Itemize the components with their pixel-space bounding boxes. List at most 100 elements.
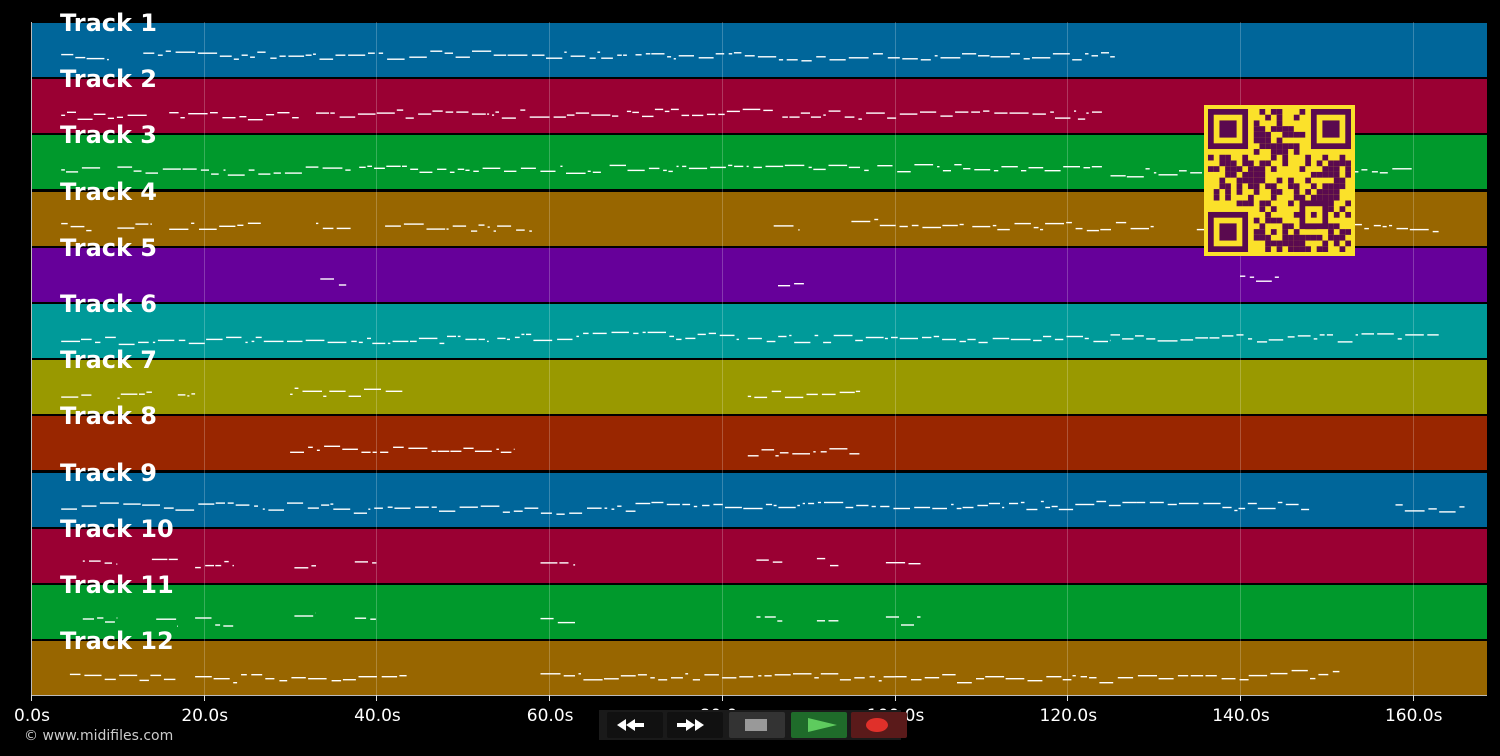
note-mark [139, 393, 145, 395]
gridline [376, 22, 378, 695]
note-mark [747, 455, 759, 457]
fast-forward-button[interactable] [667, 712, 723, 738]
note-mark [81, 338, 92, 341]
note-mark [316, 449, 320, 451]
note-mark [632, 111, 639, 114]
qr-module [1248, 171, 1254, 178]
note-mark [1052, 53, 1070, 55]
note-mark [1086, 229, 1099, 232]
qr-module [1328, 166, 1334, 172]
qr-module [1270, 166, 1277, 172]
note-mark [645, 53, 651, 55]
note-mark [471, 230, 478, 232]
note-mark [385, 390, 403, 392]
qr-module [1316, 234, 1323, 241]
note-mark [248, 169, 255, 171]
qr-module [1299, 109, 1306, 115]
note-mark [1439, 511, 1456, 513]
note-mark [670, 108, 679, 111]
note-mark [992, 337, 1010, 340]
track-label-12: Track 12 [60, 627, 174, 656]
note-mark [294, 387, 299, 389]
note-mark [761, 449, 775, 451]
note-mark [778, 506, 796, 509]
note-mark [380, 451, 389, 453]
note-mark [1427, 334, 1439, 336]
note-mark [658, 679, 668, 681]
qr-module [1333, 171, 1340, 178]
note-mark [899, 337, 918, 340]
note-mark [874, 218, 879, 221]
note-mark [557, 621, 575, 624]
qr-module [1322, 183, 1329, 190]
note-mark [897, 171, 911, 173]
qr-module [1236, 189, 1243, 195]
qr-module [1253, 120, 1260, 127]
qr-module [1219, 177, 1226, 184]
note-mark [626, 110, 632, 113]
note-mark [633, 332, 639, 335]
track-lane-11 [31, 585, 1487, 639]
note-mark [1239, 679, 1249, 681]
note-mark [168, 558, 178, 561]
note-mark [188, 113, 208, 115]
note-mark [150, 223, 152, 225]
note-mark [917, 616, 921, 618]
track-notes-9 [61, 500, 1465, 515]
note-mark [617, 54, 622, 56]
stop-button[interactable] [729, 712, 785, 738]
note-mark [806, 393, 818, 396]
note-mark [265, 678, 275, 680]
note-mark [1379, 172, 1388, 174]
qr-module [1282, 240, 1289, 247]
note-mark [342, 679, 356, 681]
note-mark [1050, 111, 1054, 113]
note-mark [1009, 112, 1029, 114]
play-button[interactable] [791, 712, 847, 738]
qr-module [1333, 240, 1340, 247]
track-lane-9 [31, 472, 1487, 527]
qr-module [1345, 240, 1351, 247]
note-mark [456, 111, 469, 113]
note-mark [1157, 340, 1178, 342]
record-button[interactable] [851, 712, 907, 738]
note-mark [611, 331, 629, 334]
note-mark [279, 680, 288, 682]
note-mark [387, 506, 393, 508]
note-mark [305, 54, 312, 56]
note-mark [320, 278, 334, 280]
note-mark [756, 559, 769, 561]
rewind-button[interactable] [607, 712, 663, 738]
note-mark [322, 167, 343, 169]
note-mark [1032, 57, 1051, 59]
note-mark [1301, 508, 1310, 511]
qr-module [1259, 137, 1266, 144]
qr-module [1248, 177, 1254, 184]
note-mark [754, 396, 768, 399]
note-mark [226, 336, 242, 339]
note-mark [1045, 222, 1064, 225]
note-mark [311, 565, 316, 567]
note-mark [95, 341, 101, 344]
note-mark [778, 335, 787, 338]
qr-module [1259, 177, 1266, 184]
note-mark [165, 50, 171, 52]
note-mark [1257, 507, 1276, 510]
note-mark [399, 675, 407, 677]
track-notes-10 [82, 557, 921, 569]
note-mark [1240, 275, 1246, 277]
note-mark [1319, 334, 1325, 336]
qr-module [1282, 143, 1289, 150]
note-mark [1109, 339, 1111, 342]
qr-module [1288, 183, 1294, 190]
note-mark [67, 111, 76, 113]
note-mark [977, 504, 988, 507]
qr-module [1248, 200, 1254, 207]
note-mark [455, 56, 470, 58]
note-mark [107, 58, 109, 61]
qr-module [1259, 126, 1266, 132]
note-mark [685, 337, 696, 340]
note-mark [1083, 167, 1091, 169]
note-mark [205, 564, 214, 567]
qr-module [1230, 171, 1237, 178]
